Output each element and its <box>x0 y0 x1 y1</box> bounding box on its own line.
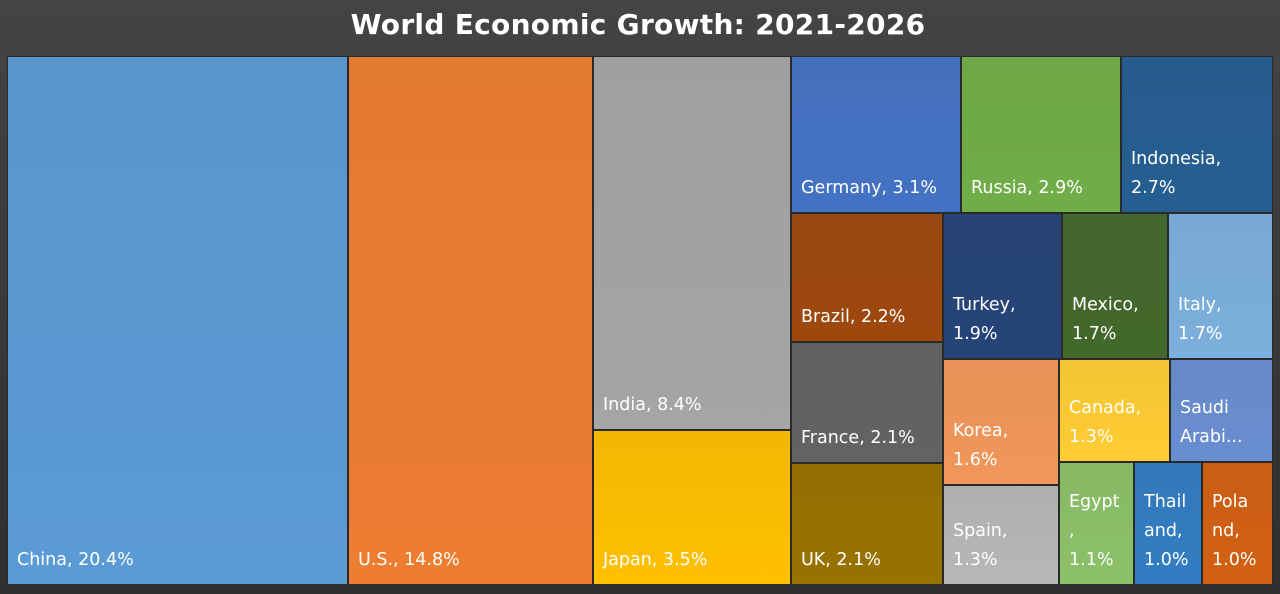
tile-label-saudi-arabia: Saudi Arabi... <box>1180 398 1243 447</box>
treemap-tile-canada: Canada, 1.3% <box>1059 359 1170 462</box>
treemap-tile-indonesia: Indonesia, 2.7% <box>1121 56 1273 213</box>
tile-label-spain: Spain, 1.3% <box>953 521 1008 570</box>
tile-label-russia: Russia, 2.9% <box>971 178 1083 198</box>
treemap-tile-spain: Spain, 1.3% <box>943 485 1059 585</box>
treemap-tile-germany: Germany, 3.1% <box>791 56 961 213</box>
tile-label-brazil: Brazil, 2.2% <box>801 307 906 327</box>
tile-label-germany: Germany, 3.1% <box>801 178 938 198</box>
tile-label-canada: Canada, 1.3% <box>1069 398 1142 447</box>
tile-label-china: China, 20.4% <box>17 550 134 570</box>
treemap-tile-turkey: Turkey, 1.9% <box>943 213 1062 359</box>
tile-label-indonesia: Indonesia, 2.7% <box>1131 149 1222 198</box>
tile-label-thailand: Thail and, 1.0% <box>1144 492 1189 570</box>
treemap-tile-brazil: Brazil, 2.2% <box>791 213 943 342</box>
tile-label-france: France, 2.1% <box>801 428 915 448</box>
treemap-tile-france: France, 2.1% <box>791 342 943 463</box>
tile-label-u-s: U.S., 14.8% <box>358 550 460 570</box>
tile-label-japan: Japan, 3.5% <box>603 550 708 570</box>
tile-label-poland: Pola nd, 1.0% <box>1212 492 1257 570</box>
tile-label-egypt: Egypt , 1.1% <box>1069 492 1120 570</box>
treemap-tile-china: China, 20.4% <box>7 56 348 585</box>
tile-label-korea: Korea, 1.6% <box>953 421 1009 470</box>
treemap-tile-saudi-arabia: Saudi Arabi... <box>1170 359 1273 462</box>
treemap-tile-thailand: Thail and, 1.0% <box>1134 462 1202 585</box>
treemap-tile-u-s: U.S., 14.8% <box>348 56 593 585</box>
tile-label-india: India, 8.4% <box>603 395 702 415</box>
treemap-tile-mexico: Mexico, 1.7% <box>1062 213 1168 359</box>
treemap-tile-italy: Italy, 1.7% <box>1168 213 1273 359</box>
tile-label-italy: Italy, 1.7% <box>1178 295 1223 344</box>
treemap-tile-poland: Pola nd, 1.0% <box>1202 462 1273 585</box>
treemap-tile-japan: Japan, 3.5% <box>593 430 791 585</box>
tile-label-uk: UK, 2.1% <box>801 550 881 570</box>
treemap-tile-korea: Korea, 1.6% <box>943 359 1059 485</box>
tile-label-mexico: Mexico, 1.7% <box>1072 295 1139 344</box>
treemap-tile-india: India, 8.4% <box>593 56 791 430</box>
treemap-tile-russia: Russia, 2.9% <box>961 56 1121 213</box>
treemap-tile-egypt: Egypt , 1.1% <box>1059 462 1134 585</box>
chart-title: World Economic Growth: 2021-2026 <box>350 8 926 41</box>
tile-label-turkey: Turkey, 1.9% <box>953 295 1016 344</box>
treemap-tile-uk: UK, 2.1% <box>791 463 943 585</box>
